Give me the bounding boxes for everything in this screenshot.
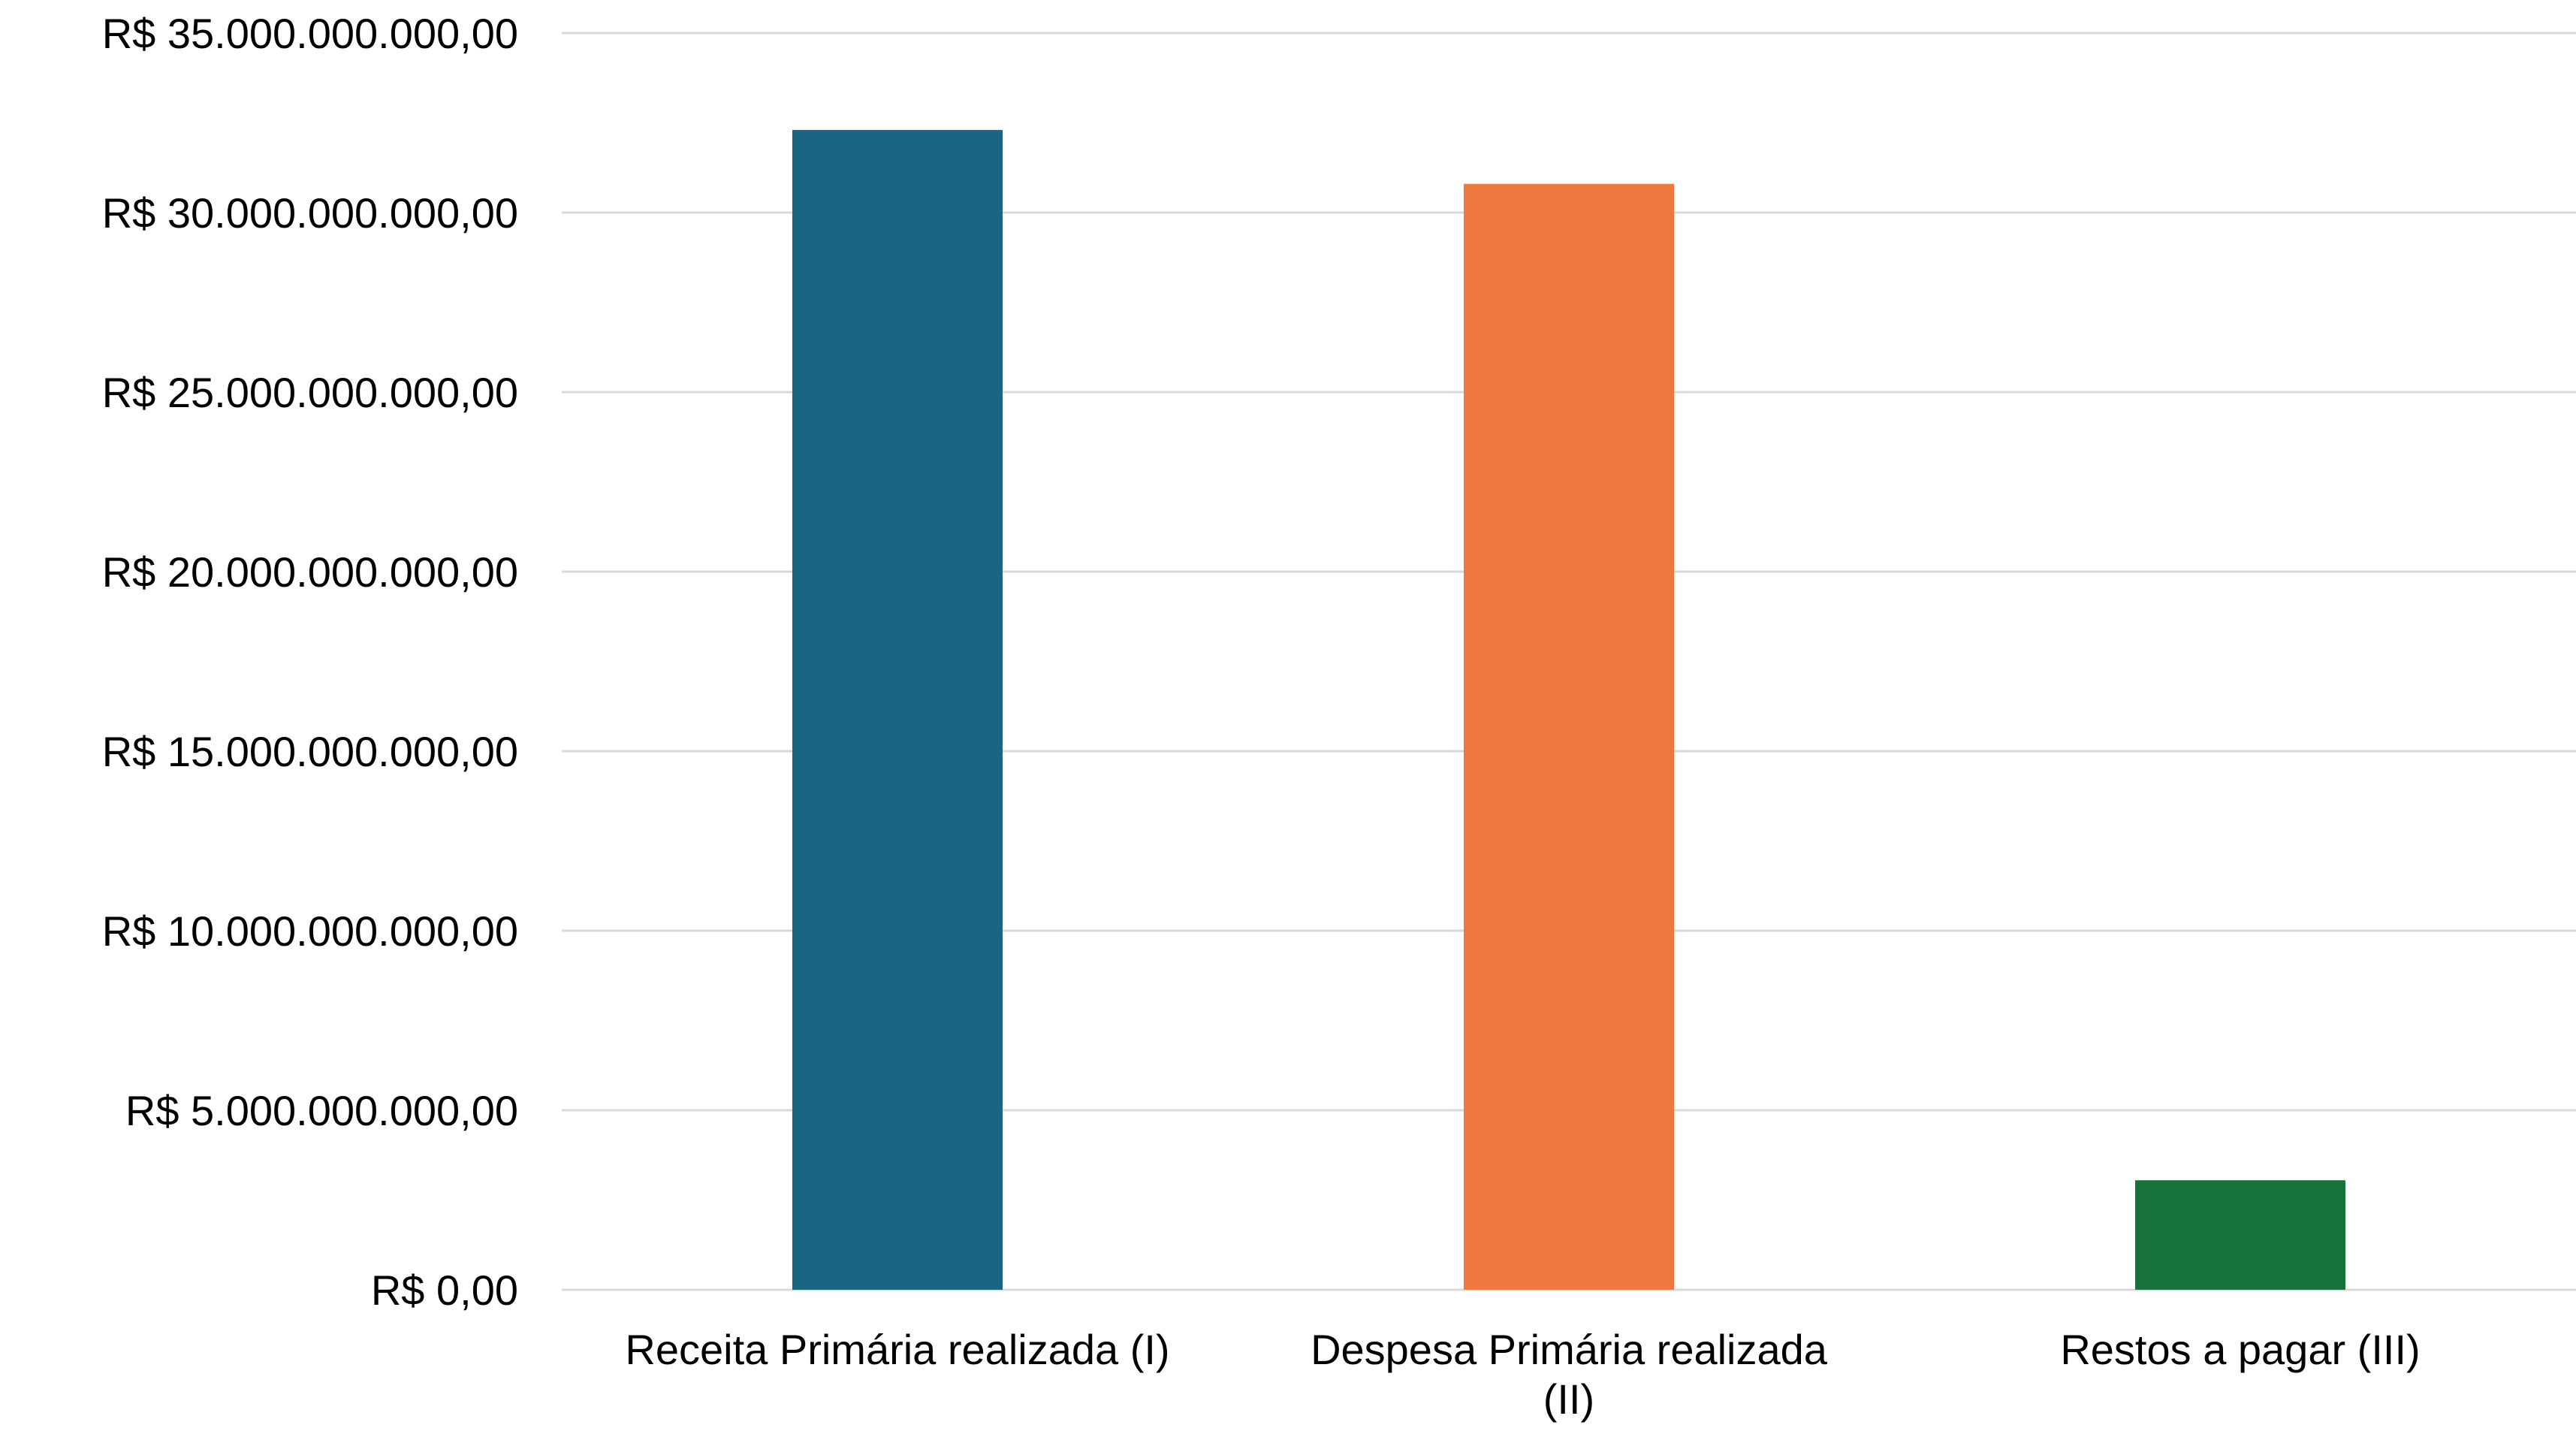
bar-2: [1464, 183, 1674, 1290]
x-category-label: Restos a pagar (III): [2060, 1326, 2420, 1373]
y-tick-label: R$ 10.000.000.000,00: [102, 907, 518, 955]
y-tick-label: R$ 30.000.000.000,00: [102, 189, 518, 237]
y-tick-label: R$ 5.000.000.000,00: [125, 1087, 518, 1134]
bar-1: [792, 130, 1003, 1290]
bar-3: [2135, 1180, 2345, 1290]
bars: [792, 130, 2345, 1290]
y-tick-label: R$ 15.000.000.000,00: [102, 728, 518, 775]
y-tick-label: R$ 20.000.000.000,00: [102, 548, 518, 596]
y-tick-label: R$ 25.000.000.000,00: [102, 369, 518, 416]
x-category-label: Despesa Primária realizada: [1311, 1326, 1828, 1373]
y-axis-tick-labels: R$ 0,00 R$ 5.000.000.000,00 R$ 10.000.000.…: [102, 10, 518, 1314]
y-tick-label: R$ 0,00: [371, 1266, 518, 1314]
x-axis-category-labels: Receita Primária realizada (I) Despesa Pr…: [625, 1326, 2420, 1423]
x-category-label: Receita Primária realizada (I): [625, 1326, 1169, 1373]
y-tick-label: R$ 35.000.000.000,00: [102, 10, 518, 57]
x-category-label: (II): [1543, 1375, 1594, 1423]
